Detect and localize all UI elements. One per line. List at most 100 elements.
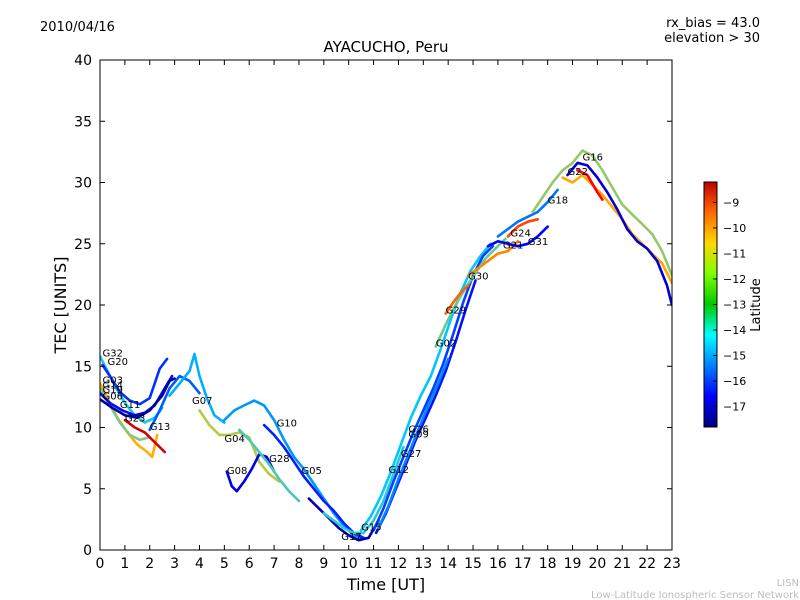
- y-tick-label: 25: [74, 237, 92, 253]
- series-g10: [223, 399, 363, 540]
- x-tick-label: 18: [539, 556, 557, 572]
- y-tick-label: 30: [74, 176, 92, 192]
- colorbar-tick-label: −15: [723, 350, 746, 363]
- y-axis: 0 5 10 15 20 25 30 35 40: [74, 53, 672, 559]
- sat-label-g32: G32: [102, 348, 122, 359]
- colorbar-label: Latitude: [749, 278, 764, 332]
- sat-label-g07: G07: [192, 396, 212, 407]
- series-g29: [444, 284, 470, 315]
- sat-label-g30: G30: [468, 271, 488, 282]
- sat-label-g27: G27: [401, 449, 421, 460]
- colorbar-tick-label: −13: [723, 299, 746, 312]
- series-g07: [168, 352, 226, 424]
- series-g22: [561, 173, 672, 285]
- x-tick-label: 3: [170, 556, 179, 572]
- x-tick-label: 11: [365, 556, 383, 572]
- colorbar-tick-label: −11: [723, 247, 746, 260]
- sat-label-g23: G23: [125, 413, 145, 424]
- sat-label-g08: G08: [227, 466, 247, 477]
- x-tick-label: 19: [564, 556, 582, 572]
- x-tick-label: 13: [414, 556, 432, 572]
- sat-label-g09: G09: [408, 429, 428, 440]
- colorbar-ticks: −17 −16 −15 −14 −13 −12 −11 −10 −9: [713, 196, 746, 414]
- sat-label-g21: G21: [503, 241, 523, 252]
- x-tick-label: 15: [464, 556, 482, 572]
- series-g27: [377, 357, 450, 530]
- colorbar-tick-label: −14: [723, 324, 746, 337]
- x-tick-label: 5: [220, 556, 229, 572]
- series-g12: [359, 242, 492, 532]
- sat-label-g06: G06: [102, 391, 122, 402]
- sat-label-g10: G10: [277, 418, 297, 429]
- series-g31: [496, 188, 559, 238]
- y-tick-label: 5: [83, 482, 92, 498]
- y-tick-label: 40: [74, 53, 92, 69]
- y-tick-label: 35: [74, 114, 92, 130]
- x-tick-label: 22: [638, 556, 656, 572]
- series-g24: [506, 218, 540, 238]
- series-g15: [322, 445, 405, 535]
- sat-label-g12: G12: [388, 465, 408, 476]
- sat-label-g16: G16: [582, 152, 602, 163]
- sat-label-g02: G02: [436, 339, 456, 350]
- y-tick-label: 10: [74, 421, 92, 437]
- series-g26: [372, 244, 495, 532]
- sat-label-g18: G18: [548, 195, 568, 206]
- series-g21: [486, 225, 550, 248]
- series-g05: [262, 423, 365, 540]
- x-axis-label: Time [UT]: [346, 575, 425, 594]
- series-g18: [531, 149, 672, 277]
- colorbar-tick-label: −16: [723, 375, 746, 388]
- sat-label-g13: G13: [150, 422, 170, 433]
- sat-label-g04: G04: [224, 434, 244, 445]
- plot-frame: [99, 59, 673, 551]
- elevation-label: elevation > 30: [664, 31, 760, 46]
- y-tick-label: 0: [83, 543, 92, 559]
- series-g06: [100, 377, 176, 420]
- footer-lisn: LISN: [777, 578, 799, 589]
- x-tick-label: 0: [96, 556, 105, 572]
- colorbar-tick-label: −12: [723, 273, 746, 286]
- x-tick-label: 14: [439, 556, 457, 572]
- rx-bias-label: rx_bias = 43.0: [666, 16, 760, 31]
- y-tick-label: 20: [74, 298, 92, 314]
- colorbar-tick-label: −17: [723, 401, 746, 414]
- x-tick-label: 10: [340, 556, 358, 572]
- sat-label-g26: G26: [408, 424, 428, 435]
- date-label: 2010/04/16: [40, 20, 115, 35]
- chart-title: AYACUCHO, Peru: [323, 38, 448, 56]
- colorbar-tick-label: −9: [723, 196, 739, 209]
- series-g20: [101, 357, 169, 406]
- y-axis-label: TEC [UNITS]: [51, 257, 70, 355]
- x-tick-label: 12: [390, 556, 408, 572]
- sat-label-g28: G28: [269, 454, 289, 465]
- sat-label-g11: G11: [120, 400, 140, 411]
- x-tick-label: 16: [489, 556, 507, 572]
- x-tick-label: 7: [270, 556, 279, 572]
- series-g28: [238, 428, 301, 503]
- sat-label-g03: G03: [102, 375, 122, 386]
- sat-label-g19: G19: [102, 385, 122, 396]
- series-g04: [198, 409, 281, 483]
- y-tick-label: 15: [74, 359, 92, 375]
- sat-label-g24: G24: [510, 228, 530, 239]
- colorbar-tick-label: −10: [723, 222, 746, 235]
- sat-label-g17: G17: [341, 532, 361, 543]
- x-tick-label: 2: [145, 556, 154, 572]
- sat-label-g20: G20: [107, 357, 127, 368]
- series-g02: [434, 237, 507, 348]
- series-g23: [123, 418, 166, 454]
- series-g17: [307, 497, 380, 542]
- sat-label-g29: G29: [446, 306, 466, 317]
- series-g08: [225, 453, 276, 493]
- series-g25: [576, 169, 604, 201]
- x-axis: 0 1 2 3 4 5 6 7 8 9 10 11 12 13 14 15 16 17 18 19 20 21 22 23: [96, 60, 681, 572]
- x-tick-label: 6: [245, 556, 254, 572]
- sat-label-g31: G31: [528, 237, 548, 248]
- x-tick-label: 21: [613, 556, 631, 572]
- series-g30: [466, 240, 520, 277]
- x-tick-label: 8: [294, 556, 303, 572]
- x-tick-label: 17: [514, 556, 532, 572]
